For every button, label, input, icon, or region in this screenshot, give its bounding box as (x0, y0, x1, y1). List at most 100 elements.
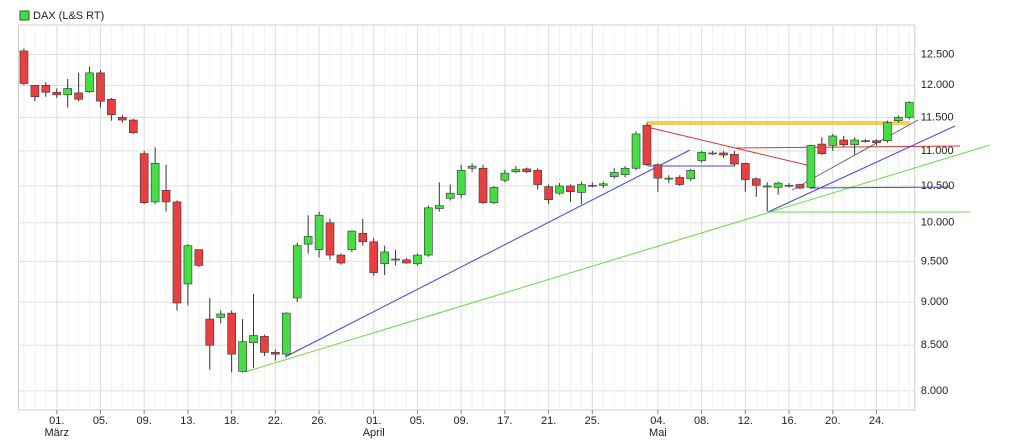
candle-body (762, 185, 772, 188)
x-tick-label: 08. (694, 415, 709, 427)
candle-body (511, 169, 521, 173)
candle-body (402, 259, 411, 264)
month-label: Mai (649, 427, 667, 439)
trend-line (734, 145, 961, 149)
candle-body (435, 205, 444, 209)
candle-body (380, 251, 389, 265)
candle-body (795, 184, 805, 189)
y-tick-label: 12.500 (921, 48, 955, 60)
y-tick-label: 11.000 (921, 145, 954, 157)
x-tick-label: 09. (137, 415, 152, 427)
month-label: März (45, 427, 69, 439)
trend-line (767, 125, 956, 213)
trend-lines (244, 119, 991, 373)
candle-body (904, 102, 914, 118)
x-tick-label: 05. (93, 415, 108, 427)
trend-line (284, 149, 691, 358)
candle-body (697, 151, 706, 161)
x-tick-label: 25. (585, 415, 600, 427)
candle-body (555, 185, 564, 194)
candle-body (522, 168, 532, 173)
candle-body (260, 336, 269, 353)
candle-body (227, 312, 236, 355)
candle-body (566, 185, 575, 193)
candle-body (314, 214, 324, 250)
candle-body (839, 139, 849, 146)
y-tick-label: 12.000 (921, 79, 955, 91)
y-tick-label: 10.000 (921, 217, 955, 229)
x-tick-label: 18. (224, 415, 239, 427)
x-tick-label: 04. (650, 415, 665, 427)
y-tick-label: 8.000 (921, 385, 949, 397)
candle-body (828, 135, 838, 146)
candle-body (238, 341, 247, 372)
x-tick-label: 20. (825, 415, 840, 427)
candle-body (708, 152, 717, 155)
y-tick-label: 8.500 (921, 339, 949, 351)
month-label: April (363, 427, 385, 439)
candle-body (325, 222, 335, 256)
candle-body (183, 245, 193, 285)
candle-body (467, 165, 477, 169)
candle-body (30, 85, 40, 98)
trend-line (244, 144, 991, 373)
candle-body (161, 189, 171, 203)
candle-body (741, 163, 750, 180)
candle-body (271, 352, 280, 355)
candle-body (883, 122, 892, 141)
candle-body (872, 140, 881, 144)
candle-body (358, 233, 368, 243)
candle-body (773, 182, 783, 188)
candle-body (303, 236, 313, 245)
candle-body (118, 117, 127, 121)
candle-body (588, 184, 597, 187)
candle-body (52, 91, 62, 96)
candle-body (730, 154, 739, 165)
candle-body (664, 177, 674, 180)
plot-area (18, 24, 916, 411)
candle-body (281, 312, 291, 355)
candle-body (577, 184, 586, 193)
candle-body (675, 177, 685, 185)
x-tick-label: 01. (49, 415, 64, 427)
candle-body (719, 152, 728, 156)
candle-body (478, 167, 488, 203)
y-tick-label: 11.500 (921, 111, 954, 123)
candle-body (631, 133, 641, 169)
x-tick-label: 01. (366, 415, 381, 427)
candle-body (107, 98, 116, 116)
candle-body (96, 72, 105, 102)
x-tick-label: 17. (497, 415, 512, 427)
candle-body (194, 249, 204, 266)
candle-body (489, 187, 499, 203)
candle-body (369, 241, 379, 273)
candle-body (41, 85, 51, 93)
candle-body (642, 125, 652, 166)
candle-body (63, 88, 72, 96)
candle-body (172, 201, 182, 304)
x-tick-label: 22. (268, 415, 283, 427)
x-tick-label: 13. (180, 415, 195, 427)
candle-body (391, 258, 400, 261)
x-tick-label: 21. (541, 415, 556, 427)
y-tick-label: 9.000 (921, 296, 949, 308)
x-tick-label: 05. (410, 415, 425, 427)
candle-body (74, 92, 83, 100)
candle-body (850, 139, 859, 146)
trend-line (646, 126, 812, 167)
candle-body (216, 313, 226, 318)
y-tick-label: 9.500 (921, 255, 949, 267)
candle-body (620, 167, 630, 175)
candle-body (544, 186, 553, 201)
x-tick-label: 26. (311, 415, 326, 427)
legend-swatch (19, 10, 30, 21)
candle-body (347, 230, 357, 250)
candle-body (500, 172, 510, 181)
candle-body (456, 170, 466, 195)
candle-body (139, 153, 149, 203)
x-tick-label: 09. (454, 415, 469, 427)
candle-body (894, 117, 903, 121)
candle-body (806, 145, 816, 188)
y-tick-label: 10.500 (921, 180, 955, 192)
